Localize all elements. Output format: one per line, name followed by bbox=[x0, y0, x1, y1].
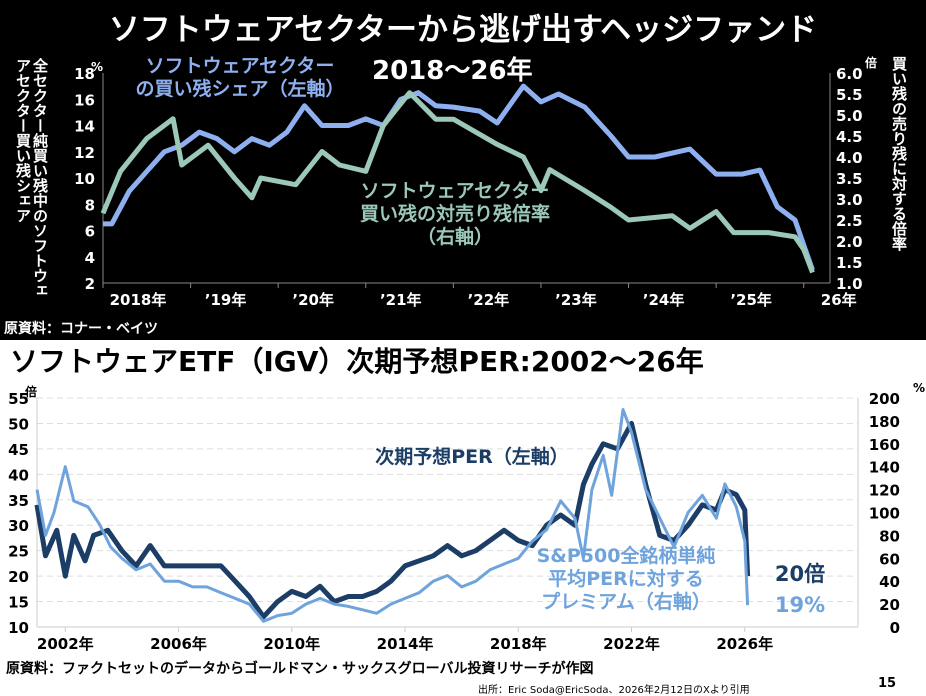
y2-tick-label: 4.0 bbox=[836, 149, 863, 167]
series-line-1 bbox=[103, 83, 815, 271]
top-title: ソフトウェアセクターから逃げ出すヘッジファンド bbox=[108, 12, 818, 48]
y2-tick-label: 140 bbox=[869, 459, 900, 477]
y-tick-label: 15 bbox=[8, 594, 29, 612]
y-tick-label: 18 bbox=[74, 65, 95, 83]
x-tick-label: 26年 bbox=[821, 291, 857, 309]
y-tick-label: 6 bbox=[85, 223, 95, 241]
premium-series-label: 平均PERに対する bbox=[548, 567, 704, 590]
y2-tick-label: 200 bbox=[869, 390, 900, 408]
series-line-2 bbox=[100, 90, 815, 274]
y2-tick-label: 180 bbox=[869, 413, 900, 431]
x-tick-label: 2026年 bbox=[716, 635, 773, 653]
premium-series-label: S&P500全銘柄単純 bbox=[537, 544, 716, 567]
top-left-axis-label: 全セクター純買い残中のソフトウェアセクター買い残シェア bbox=[14, 58, 49, 298]
y2-tick-label: 100 bbox=[869, 505, 900, 523]
y-tick-label: 2 bbox=[85, 275, 95, 293]
y-tick-label: 35 bbox=[8, 492, 29, 510]
x-tick-label: ’19年 bbox=[205, 291, 247, 309]
top-right-axis-label: 買い残の売り残に対する倍率 bbox=[890, 56, 908, 251]
y2-tick-label: 40 bbox=[879, 573, 900, 591]
y2-tick-label: 60 bbox=[879, 550, 900, 568]
y-tick-label: 8 bbox=[85, 196, 95, 214]
y-tick-label: 12 bbox=[74, 144, 95, 162]
y2-unit: 倍 bbox=[865, 55, 877, 70]
bottom-chart: 10 15 20 25 30 35 40 45 50 55 0 20 40 60 80 100 120 140 16… bbox=[8, 381, 925, 653]
y2-tick-label: 80 bbox=[879, 527, 900, 545]
x-tick-label: ’21年 bbox=[380, 291, 422, 309]
y2-tick-label: 20 bbox=[879, 596, 900, 614]
bottom-source: 原資料：ファクトセットのデータからゴールドマン・サックスグローバル投資リサーチが… bbox=[6, 661, 594, 677]
y-tick-label: 10 bbox=[8, 619, 29, 637]
ratio-series-label: 買い残の対売り残倍率 bbox=[360, 202, 550, 225]
ratio-series-label: ソフトウェアセクター bbox=[361, 180, 550, 202]
y-unit: 倍 bbox=[25, 384, 37, 399]
x-tick-label: ’20年 bbox=[292, 291, 334, 309]
y2-tick-label: 2.5 bbox=[836, 212, 863, 230]
x-tick-label: 2014年 bbox=[377, 635, 434, 653]
x-tick-label: ’22年 bbox=[468, 291, 510, 309]
per-end-label: 20倍 bbox=[775, 562, 825, 586]
x-tick-label: ’25年 bbox=[730, 291, 772, 309]
top-source: 原資料：コナー・ベイツ bbox=[4, 321, 158, 337]
x-tick-label: 2006年 bbox=[150, 635, 207, 653]
premium-end-label: 19% bbox=[775, 593, 825, 617]
y2-tick-label: 4.5 bbox=[836, 128, 863, 146]
bottom-title: ソフトウェアETF（IGV）次期予想PER:2002〜26年 bbox=[10, 345, 704, 378]
top-chart: 2 4 6 8 10 12 14 16 18 1.0 1.5 2.0 2.5 3.0 3.5 4.0 4.5 5.… bbox=[74, 55, 877, 309]
y2-tick-label: 1.0 bbox=[836, 275, 863, 293]
y-tick-label: 10 bbox=[74, 170, 95, 188]
y2-tick-label: 5.5 bbox=[836, 86, 863, 104]
citation: 出所：Eric Soda@EricSoda、2026年2月12日のXより引用 bbox=[478, 685, 750, 696]
y-tick-label: 55 bbox=[8, 390, 29, 408]
page-number: 15 bbox=[878, 676, 897, 691]
top-subtitle: 2018〜26年 bbox=[372, 56, 533, 86]
x-tick-label: 2002年 bbox=[37, 635, 94, 653]
y2-tick-label: 160 bbox=[869, 436, 900, 454]
y2-tick-label: 120 bbox=[869, 482, 900, 500]
x-tick-label: 2018年 bbox=[490, 635, 547, 653]
share-series-label: ソフトウェアセクター bbox=[146, 55, 335, 77]
y2-tick-label: 2.0 bbox=[836, 233, 863, 251]
x-tick-label: 2010年 bbox=[263, 635, 320, 653]
y-tick-label: 16 bbox=[74, 91, 95, 109]
x-tick-label: 2018年 bbox=[110, 291, 167, 309]
y-tick-label: 40 bbox=[8, 466, 29, 484]
share-series-label: の買い残シェア（左軸） bbox=[135, 77, 344, 100]
y2-tick-label: 6.0 bbox=[836, 65, 863, 83]
y-tick-label: 50 bbox=[8, 415, 29, 433]
y2-tick-label: 1.5 bbox=[836, 254, 863, 272]
y2-tick-label: 0 bbox=[890, 619, 900, 637]
ratio-series-label: （右軸） bbox=[417, 225, 493, 248]
y2-tick-label: 3.5 bbox=[836, 170, 863, 188]
y-tick-label: 20 bbox=[8, 568, 29, 586]
y-tick-label: 30 bbox=[8, 517, 29, 535]
y-tick-label: 14 bbox=[74, 118, 95, 136]
premium-series-label: プレミアム（右軸） bbox=[541, 590, 711, 613]
y-tick-label: 45 bbox=[8, 441, 29, 459]
x-tick-label: ’23年 bbox=[555, 291, 597, 309]
x-tick-label: 2022年 bbox=[603, 635, 660, 653]
y-tick-label: 4 bbox=[85, 249, 95, 267]
x-tick-label: ’24年 bbox=[643, 291, 685, 309]
per-series-label: 次期予想PER（左軸） bbox=[375, 445, 569, 468]
y-tick-label: 25 bbox=[8, 543, 29, 561]
y2-tick-label: 3.0 bbox=[836, 191, 863, 209]
y2-tick-label: 5.0 bbox=[836, 107, 863, 125]
y-unit: % bbox=[91, 60, 103, 74]
series-line-2 bbox=[35, 408, 750, 623]
y2-unit: % bbox=[913, 381, 925, 395]
